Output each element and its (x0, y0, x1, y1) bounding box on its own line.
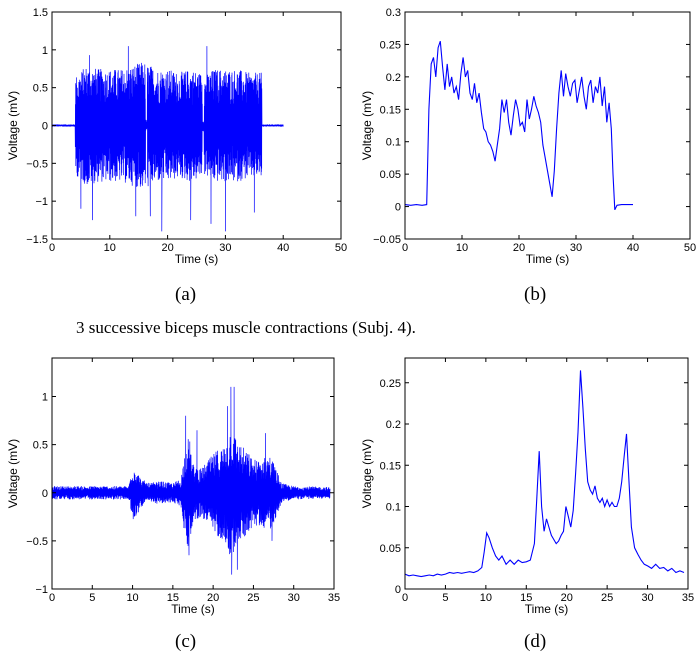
x-tick-label: 5 (89, 592, 95, 604)
x-tick-label: 5 (442, 592, 448, 604)
x-tick-label: 15 (167, 592, 179, 604)
x-tick-label: 10 (480, 592, 492, 604)
y-tick-label: 0.15 (380, 460, 401, 472)
x-tick-label: 30 (219, 242, 231, 254)
y-tick-label: 0.2 (386, 72, 401, 84)
y-tick-label: 0.15 (380, 104, 401, 116)
y-tick-label: 0.1 (386, 137, 401, 149)
x-tick-label: 20 (161, 242, 173, 254)
x-axis-label: Time (s) (525, 602, 569, 616)
y-axis-label: Voltage (mV) (360, 439, 374, 508)
y-tick-label: 0.2 (386, 419, 401, 431)
x-tick-label: 10 (456, 242, 468, 254)
chart-d: 0 5 10 15 20 25 30 35 0 0.05 0.1 0.15 0.2 0.25 Time (s… (360, 357, 694, 616)
x-tick-label: 0 (402, 592, 408, 604)
y-tick-label: 0 (42, 121, 48, 133)
sublabel-d: (d) (524, 631, 547, 652)
y-tick-label: 0 (42, 488, 48, 500)
x-tick-label: 25 (247, 592, 259, 604)
x-tick-label: 20 (513, 242, 525, 254)
y-tick-label: −0.5 (26, 536, 48, 548)
y-tick-label: 1.5 (33, 7, 48, 19)
y-tick-label: −0.5 (26, 158, 48, 170)
y-tick-label: 0 (395, 584, 401, 596)
series-line-c (52, 386, 331, 575)
chart-a: 0 10 20 30 40 50 −1.5 −1 −0.5 0 0.5 1 1.5 Time (s) Vol… (6, 7, 347, 266)
x-tick-label: 10 (104, 242, 116, 254)
x-tick-label: 35 (682, 592, 694, 604)
x-tick-label: 20 (207, 592, 219, 604)
y-tick-label: 0.25 (380, 39, 401, 51)
y-tick-label: −1.5 (26, 234, 48, 246)
x-tick-label: 30 (288, 592, 300, 604)
y-axis-label: Voltage (mV) (6, 91, 20, 160)
y-tick-label: 0.5 (33, 440, 48, 452)
y-tick-label: 0.25 (380, 378, 401, 390)
y-tick-label: 0.05 (380, 169, 401, 181)
sublabel-a: (a) (175, 284, 197, 305)
x-tick-label: 25 (601, 592, 613, 604)
y-tick-label: 0.1 (386, 502, 401, 514)
x-tick-label: 0 (49, 592, 55, 604)
x-tick-label: 15 (520, 592, 532, 604)
figure-caption: 3 successive biceps muscle contractions … (76, 318, 416, 337)
plot-frame-b (404, 11, 691, 240)
y-tick-label: −1 (35, 584, 48, 596)
y-axis-label: Voltage (mV) (360, 91, 374, 160)
chart-b: 0 10 20 30 40 50−0.0500.050.10.150.20.250.3Ti… (360, 7, 696, 266)
x-tick-label: 0 (402, 242, 408, 254)
y-tick-label: −0.05 (373, 234, 401, 246)
y-axis-label: Voltage (mV) (6, 439, 20, 508)
sublabel-c: (c) (175, 631, 197, 652)
x-axis-label: Time (s) (526, 252, 570, 266)
series-line-a (52, 46, 284, 232)
x-tick-label: 35 (328, 592, 340, 604)
y-tick-label: −1 (35, 196, 48, 208)
x-tick-label: 30 (641, 592, 653, 604)
y-tick-label: 1 (42, 45, 48, 57)
x-tick-label: 0 (49, 242, 55, 254)
y-tick-label: 0.5 (33, 83, 48, 95)
chart-c: 0 5 10 15 20 25 30 35 −1 −0.5 0 0.5 1 Time (s) Voltage… (6, 357, 340, 616)
y-tick-label: 0 (395, 202, 401, 214)
series-line-b (405, 41, 633, 211)
y-tick-label: 0.05 (380, 543, 401, 555)
series-line-d (405, 370, 685, 578)
plot-frame-d (404, 357, 689, 590)
x-axis-label: Time (s) (171, 602, 215, 616)
x-tick-label: 20 (561, 592, 573, 604)
y-tick-label: 1 (42, 392, 48, 404)
x-tick-label: 50 (684, 242, 696, 254)
x-tick-label: 50 (335, 242, 347, 254)
x-tick-label: 40 (277, 242, 289, 254)
x-tick-label: 10 (126, 592, 138, 604)
x-axis-label: Time (s) (175, 252, 219, 266)
sublabel-b: (b) (524, 284, 547, 305)
x-tick-label: 30 (570, 242, 582, 254)
plot-frame-c (51, 357, 335, 590)
y-tick-label: 0.3 (386, 7, 401, 19)
x-tick-label: 40 (627, 242, 639, 254)
